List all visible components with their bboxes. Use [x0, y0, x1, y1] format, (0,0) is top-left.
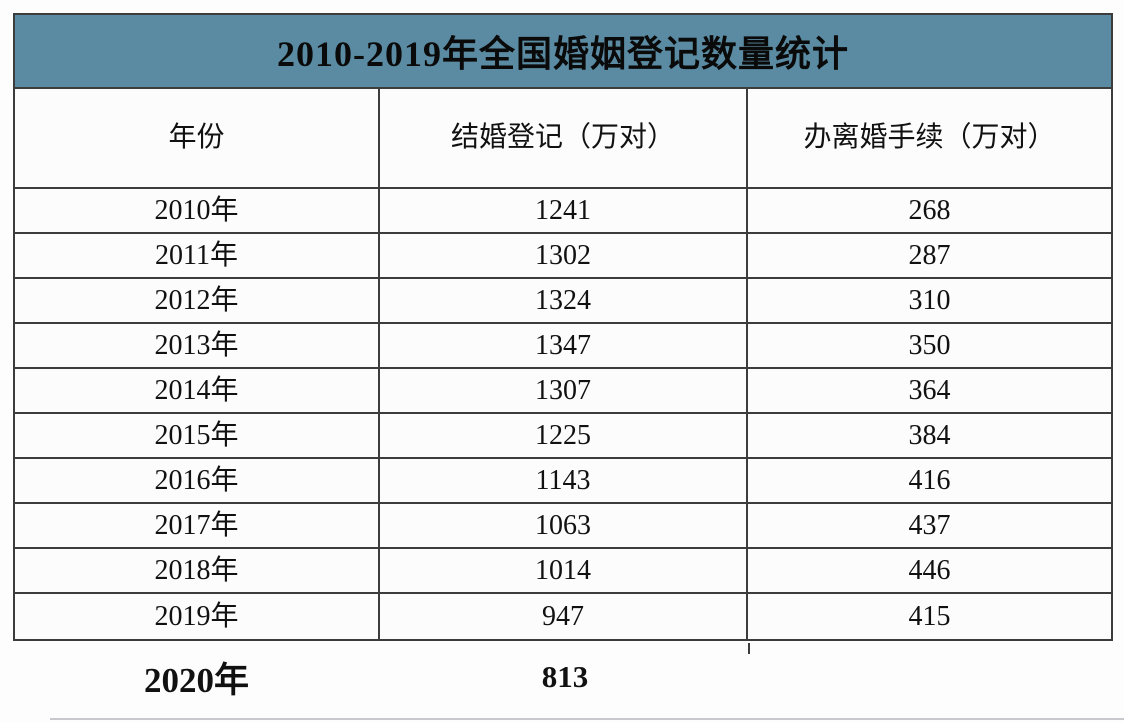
table-title: 2010-2019年全国婚姻登记数量统计	[277, 34, 849, 74]
table-row: 2014年 1307 364	[15, 369, 1111, 414]
year-cell: 2017年	[15, 504, 380, 549]
marriage-cell: 947	[380, 594, 748, 639]
divorce-cell: 437	[748, 504, 1111, 549]
footer-marriage-cell: 813	[541, 659, 589, 694]
divorce-cell: 287	[748, 234, 1111, 279]
footer-year-cell: 2020年	[143, 660, 249, 700]
table-title-bar: 2010-2019年全国婚姻登记数量统计	[15, 15, 1111, 89]
table-row: 2015年 1225 384	[15, 414, 1111, 459]
year-cell: 2015年	[15, 414, 380, 459]
year-cell: 2014年	[15, 369, 380, 414]
marriage-cell: 1014	[380, 549, 748, 594]
table-row: 2010年 1241 268	[15, 189, 1111, 234]
header-cell-marriage: 结婚登记（万对）	[380, 89, 748, 189]
marriage-cell: 1241	[380, 189, 748, 234]
divorce-cell: 268	[748, 189, 1111, 234]
divorce-cell: 310	[748, 279, 1111, 324]
year-cell: 2012年	[15, 279, 380, 324]
table-row: 2017年 1063 437	[15, 504, 1111, 549]
table-row: 2012年 1324 310	[15, 279, 1111, 324]
column-divider-artifact	[748, 643, 750, 654]
divorce-cell: 350	[748, 324, 1111, 369]
divorce-cell: 364	[748, 369, 1111, 414]
marriage-cell: 1324	[380, 279, 748, 324]
marriage-cell: 1225	[380, 414, 748, 459]
divorce-cell: 416	[748, 459, 1111, 504]
divorce-cell: 415	[748, 594, 1111, 639]
year-cell: 2016年	[15, 459, 380, 504]
year-cell: 2011年	[15, 234, 380, 279]
table-body: 2010年 1241 268 2011年 1302 287 2012年 1324…	[15, 189, 1111, 639]
marriage-cell: 1347	[380, 324, 748, 369]
table-row: 2013年 1347 350	[15, 324, 1111, 369]
header-cell-year: 年份	[15, 89, 380, 189]
table-row: 2018年 1014 446	[15, 549, 1111, 594]
divorce-cell: 446	[748, 549, 1111, 594]
marriage-cell: 1143	[380, 459, 748, 504]
footer-divorce-cell	[750, 648, 1113, 706]
year-cell: 2010年	[15, 189, 380, 234]
year-cell: 2013年	[15, 324, 380, 369]
table-row: 2016年 1143 416	[15, 459, 1111, 504]
marriage-cell: 1063	[380, 504, 748, 549]
table-row: 2019年 947 415	[15, 594, 1111, 639]
footer-row-2020: 2020年 813	[13, 648, 1113, 706]
year-cell: 2018年	[15, 549, 380, 594]
table-row: 2011年 1302 287	[15, 234, 1111, 279]
bottom-edge-line	[50, 718, 1124, 720]
year-cell: 2019年	[15, 594, 380, 639]
marriage-stats-table: 2010-2019年全国婚姻登记数量统计 年份 结婚登记（万对） 办离婚手续（万…	[13, 13, 1113, 641]
divorce-cell: 384	[748, 414, 1111, 459]
table-header-row: 年份 结婚登记（万对） 办离婚手续（万对）	[15, 89, 1111, 189]
header-cell-divorce: 办离婚手续（万对）	[748, 89, 1111, 189]
marriage-cell: 1302	[380, 234, 748, 279]
marriage-cell: 1307	[380, 369, 748, 414]
